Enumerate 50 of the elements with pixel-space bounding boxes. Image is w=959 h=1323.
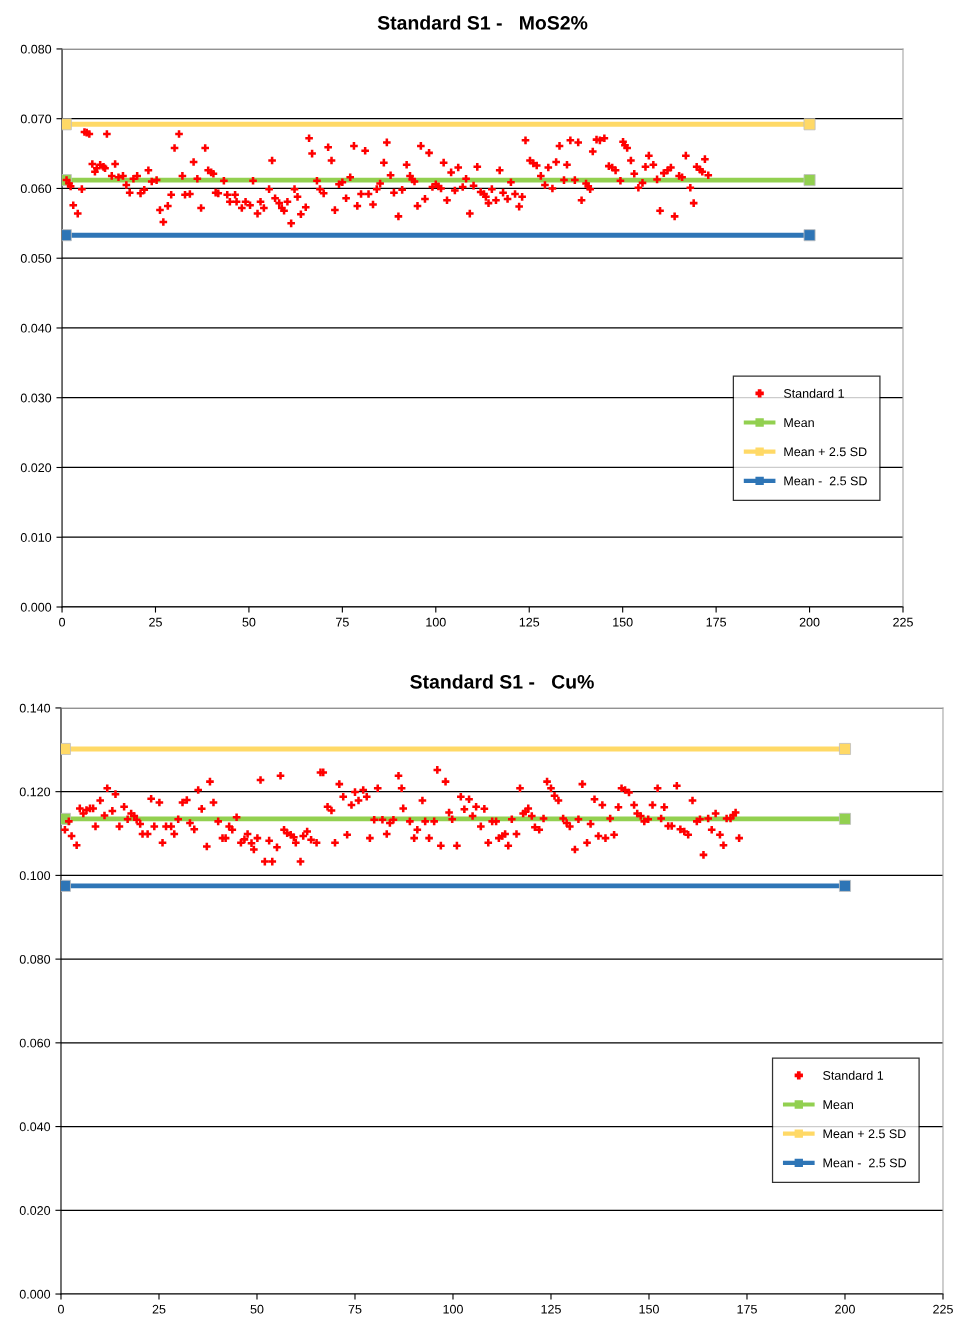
point bbox=[60, 742, 71, 755]
x-tick-label: 25 bbox=[149, 617, 162, 627]
y-tick-label: 0.020 bbox=[19, 1206, 51, 1215]
x-tick-label: 175 bbox=[706, 617, 727, 627]
legend-label: Standard 1 bbox=[823, 1070, 884, 1080]
chart-title: Standard S1 - MoS2% bbox=[377, 15, 588, 30]
x-tick-label: 100 bbox=[426, 617, 446, 627]
y-tick-label: 0.020 bbox=[20, 463, 52, 473]
legend-label: Mean bbox=[823, 1100, 853, 1109]
point bbox=[839, 879, 851, 892]
legend-label: Mean - 2.5 SD bbox=[784, 476, 867, 486]
y-tick-label: 0.000 bbox=[19, 1289, 51, 1299]
x-tick-label: 125 bbox=[519, 617, 540, 627]
legend-label: Mean bbox=[784, 418, 814, 428]
y-tick-label: 0.070 bbox=[20, 114, 52, 124]
y-tick-label: 0.030 bbox=[20, 393, 52, 403]
y-tick-label: 0.000 bbox=[20, 602, 52, 612]
y-tick-label: 0.060 bbox=[20, 184, 52, 194]
x-tick-label: 225 bbox=[893, 617, 913, 627]
y-tick-label: 0.040 bbox=[20, 323, 52, 333]
x-tick-label: 75 bbox=[336, 617, 349, 627]
x-tick-label: 125 bbox=[541, 1304, 561, 1314]
x-tick-label: 50 bbox=[242, 617, 256, 627]
point bbox=[839, 812, 851, 825]
y-tick-label: 0.010 bbox=[20, 533, 52, 542]
x-tick-label: 75 bbox=[348, 1304, 362, 1314]
legend-label: Standard 1 bbox=[783, 388, 844, 398]
y-tick-label: 0.050 bbox=[20, 254, 52, 263]
y-tick-label: 0.060 bbox=[19, 1038, 51, 1048]
y-tick-label: 0.080 bbox=[20, 44, 52, 54]
x-tick-label: 200 bbox=[799, 617, 820, 627]
y-tick-label: 0.100 bbox=[19, 871, 51, 881]
x-tick-label: 100 bbox=[443, 1304, 463, 1314]
y-tick-label: 0.040 bbox=[19, 1122, 51, 1132]
x-tick-label: 225 bbox=[933, 1304, 953, 1314]
y-tick-label: 0.120 bbox=[19, 787, 51, 797]
x-tick-label: 175 bbox=[737, 1304, 757, 1314]
x-tick-label: 50 bbox=[250, 1304, 264, 1314]
x-tick-label: 150 bbox=[639, 1304, 659, 1314]
x-tick-label: 0 bbox=[59, 617, 66, 627]
legend-label: Mean + 2.5 SD bbox=[784, 447, 867, 457]
legend-label: Mean - 2.5 SD bbox=[823, 1158, 906, 1168]
x-tick-label: 25 bbox=[152, 1304, 166, 1314]
y-tick-label: 0.140 bbox=[19, 703, 51, 713]
y-tick-label: 0.080 bbox=[19, 954, 51, 964]
legend-label: Mean + 2.5 SD bbox=[823, 1129, 906, 1139]
x-tick-label: 0 bbox=[58, 1304, 64, 1314]
x-tick-label: 150 bbox=[613, 617, 633, 627]
chart-title: Standard S1 - Cu% bbox=[410, 674, 594, 689]
x-tick-label: 200 bbox=[835, 1304, 855, 1314]
